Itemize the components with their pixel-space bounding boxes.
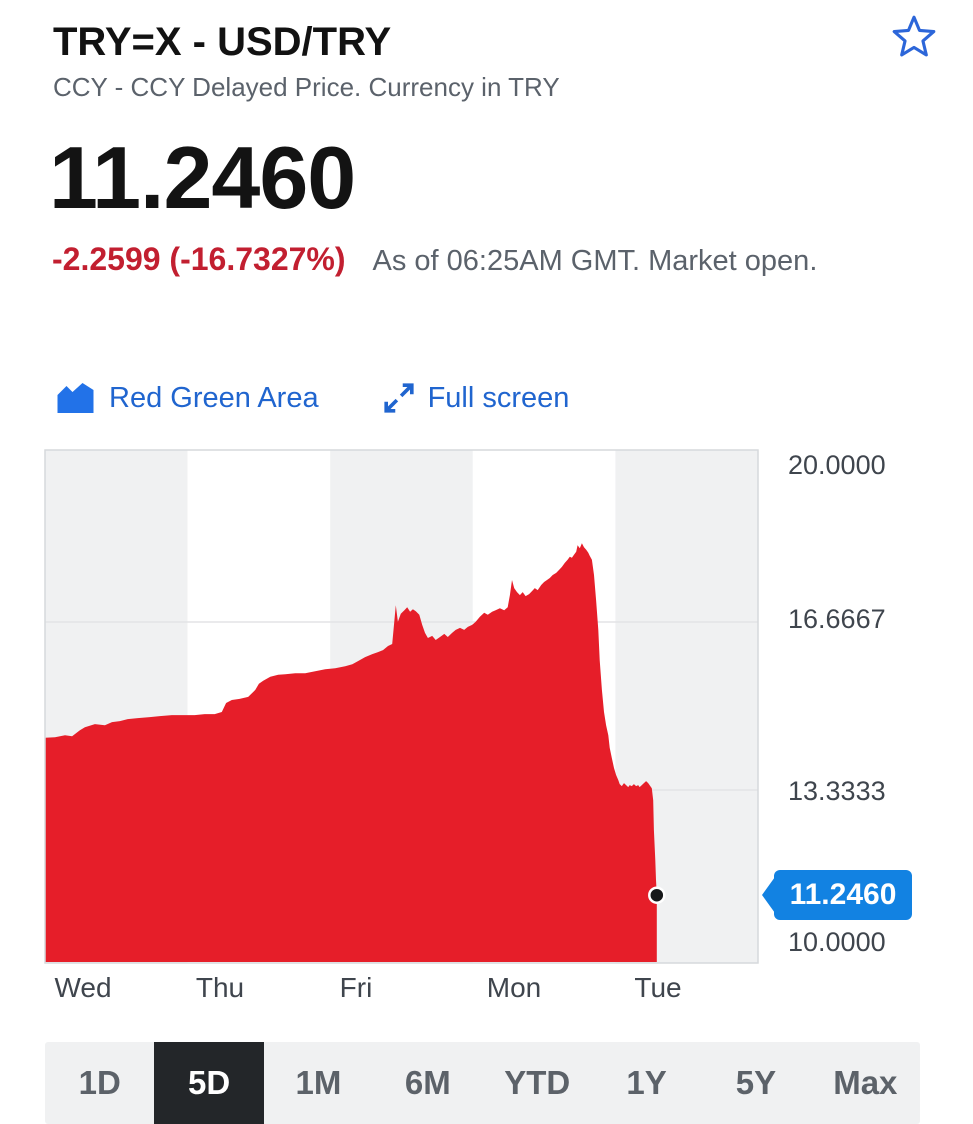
page-title: TRY=X - USD/TRY <box>53 20 392 64</box>
range-selector: 1D 5D 1M 6M YTD 1Y 5Y Max <box>45 1042 920 1124</box>
fullscreen-button[interactable]: Full screen <box>383 380 570 416</box>
current-price: 11.2460 <box>49 128 356 227</box>
x-axis-label: Thu <box>195 972 245 1003</box>
y-axis-label: 20.0000 <box>788 450 886 480</box>
x-axis-label: Tue <box>634 972 682 1003</box>
x-axis-label: Fri <box>339 972 373 1003</box>
watchlist-star-button[interactable] <box>884 8 944 68</box>
current-price-tag: 11.2460 <box>762 870 912 921</box>
fullscreen-label: Full screen <box>427 381 570 414</box>
y-axis-label: 13.3333 <box>788 776 886 806</box>
range-tab-1y[interactable]: 1Y <box>626 1064 667 1101</box>
x-axis-label: Mon <box>486 972 542 1003</box>
plot-border <box>44 449 759 964</box>
last-price-dot <box>648 886 666 904</box>
range-tab-6m[interactable]: 6M <box>404 1064 451 1101</box>
chart-type-button[interactable]: Red Green Area <box>55 380 319 416</box>
x-axis-label: Wed <box>54 972 112 1003</box>
quote-subtitle: CCY - CCY Delayed Price. Currency in TRY <box>53 72 560 102</box>
range-tab-1d[interactable]: 1D <box>78 1064 121 1101</box>
chart-toolbar: Red Green Area Full screen <box>55 380 569 416</box>
range-tab-5y[interactable]: 5Y <box>735 1064 777 1101</box>
price-change-row: -2.2599 (-16.7327%) As of 06:25AM GMT. M… <box>52 241 817 278</box>
price-tag-value: 11.2460 <box>774 870 912 921</box>
range-tab-ytd[interactable]: YTD <box>504 1064 571 1101</box>
y-axis-label: 16.6667 <box>788 604 886 634</box>
star-icon <box>892 15 936 56</box>
price-area-series <box>45 543 657 962</box>
chart-type-label: Red Green Area <box>109 381 319 414</box>
fullscreen-icon <box>383 383 414 413</box>
range-tab-1m[interactable]: 1M <box>295 1064 342 1101</box>
area-chart-icon <box>57 383 94 413</box>
price-change: -2.2599 (-16.7327%) <box>52 241 346 277</box>
y-axis-label: 10.0000 <box>788 927 886 957</box>
range-tab-5d[interactable]: 5D <box>154 1042 264 1124</box>
as-of-status: As of 06:25AM GMT. Market open. <box>372 245 818 277</box>
range-tab-max[interactable]: Max <box>833 1064 898 1101</box>
